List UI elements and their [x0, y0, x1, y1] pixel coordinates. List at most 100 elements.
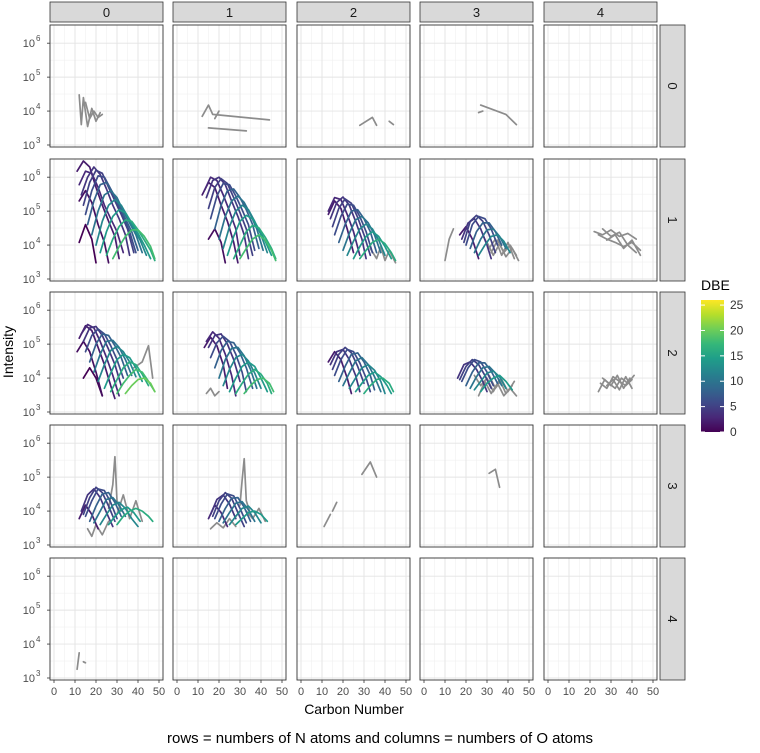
- y-tick-label: 10: [23, 472, 35, 484]
- series-line: [243, 377, 275, 395]
- panel-border: [419, 424, 534, 548]
- series-line: [479, 374, 514, 393]
- panel-r0-c2: [297, 25, 410, 147]
- x-tick-label: 30: [481, 686, 493, 698]
- y-axis-title: Intensity: [0, 326, 16, 378]
- series-line: [222, 353, 262, 390]
- series-line: [109, 361, 150, 393]
- series-line: [105, 219, 156, 262]
- series-line: [82, 660, 87, 664]
- series-line: [132, 344, 154, 379]
- x-tick-label: 50: [153, 686, 165, 698]
- row-strip-label: 0: [665, 82, 680, 89]
- series-line: [207, 228, 227, 264]
- x-tick-label: 30: [358, 686, 370, 698]
- panel-border: [296, 24, 411, 148]
- y-tick-label-exponent: 5: [36, 335, 41, 344]
- series-line: [78, 223, 97, 264]
- series-line: [469, 365, 503, 390]
- x-axis-title: Carbon Number: [304, 701, 404, 717]
- series-line: [358, 116, 378, 127]
- y-tick-label-exponent: 6: [36, 34, 41, 43]
- series-line: [93, 496, 127, 524]
- series-line: [479, 104, 518, 126]
- series-line: [605, 233, 642, 257]
- series-line: [211, 491, 246, 528]
- panel-border: [49, 424, 164, 548]
- series-line: [84, 488, 118, 520]
- series-line: [80, 166, 131, 257]
- y-tick-label: 10: [23, 673, 35, 685]
- series-line: [465, 215, 499, 246]
- x-tick-label: 20: [213, 686, 225, 698]
- y-tick-label: 10: [23, 438, 35, 450]
- y-tick-label-exponent: 3: [36, 536, 41, 545]
- series-line: [348, 363, 386, 395]
- x-tick-label: 30: [234, 686, 246, 698]
- series-line: [76, 160, 120, 260]
- series-line: [90, 189, 144, 254]
- series-line: [80, 323, 120, 397]
- y-tick-label-exponent: 4: [36, 502, 41, 511]
- panel-r4-c1: [173, 558, 286, 680]
- y-tick-label: 10: [23, 540, 35, 552]
- legend-title: DBE: [701, 277, 730, 293]
- series-line: [88, 333, 129, 377]
- x-tick-label: 10: [563, 686, 575, 698]
- series-line: [473, 370, 507, 391]
- panel-r3-c2: [297, 425, 410, 547]
- series-lines: [76, 94, 642, 671]
- y-tick-label-exponent: 4: [36, 102, 41, 111]
- y-tick-label: 10: [23, 373, 35, 385]
- panel-border: [419, 557, 534, 681]
- panel-border: [172, 557, 287, 681]
- panel-border: [543, 557, 658, 681]
- y-tick-label-exponent: 4: [36, 369, 41, 378]
- column-strip-label: 0: [103, 5, 110, 20]
- series-line: [363, 377, 395, 395]
- panel-r0-c4: [544, 25, 657, 147]
- y-tick-label: 10: [23, 172, 35, 184]
- column-strip: [296, 1, 411, 23]
- y-tick-label: 10: [23, 605, 35, 617]
- panel-r3-c1: [173, 425, 286, 547]
- column-strip: [49, 1, 164, 23]
- series-line: [488, 468, 501, 489]
- y-tick-label-exponent: 6: [36, 434, 41, 443]
- row-strip: [659, 557, 686, 681]
- column-strip-label: 3: [473, 5, 480, 20]
- x-tick-label: 10: [439, 686, 451, 698]
- y-tick-label: 10: [23, 274, 35, 286]
- series-line: [323, 513, 332, 528]
- series-line: [354, 371, 393, 395]
- x-tick-label: 0: [51, 686, 57, 698]
- series-line: [337, 352, 376, 391]
- series-line: [234, 368, 273, 395]
- x-tick-label: 50: [647, 686, 659, 698]
- series-line: [490, 239, 518, 257]
- series-line: [84, 101, 104, 120]
- series-line: [213, 188, 260, 250]
- x-tick-label: 40: [132, 686, 144, 698]
- panel-border: [419, 158, 534, 282]
- panel-r1-c2: [297, 159, 410, 281]
- series-line: [116, 507, 154, 526]
- x-tick-label: 20: [337, 686, 349, 698]
- panel-border: [296, 158, 411, 282]
- series-line: [88, 491, 123, 523]
- row-strip-label: 1: [665, 216, 680, 223]
- legend-tick-label: 0: [730, 425, 737, 439]
- caption: rows = numbers of N atoms and columns = …: [167, 730, 593, 747]
- panel-r3-c0: [50, 425, 163, 547]
- y-tick-label-exponent: 3: [36, 136, 41, 145]
- x-tick-label: 40: [626, 686, 638, 698]
- series-line: [124, 377, 156, 395]
- y-tick-label: 10: [23, 38, 35, 50]
- panel-r4-c4: [544, 558, 657, 680]
- x-tick-label: 50: [276, 686, 288, 698]
- y-tick-label-exponent: 3: [36, 270, 41, 279]
- x-tick-label: 40: [255, 686, 267, 698]
- series-line: [331, 501, 338, 512]
